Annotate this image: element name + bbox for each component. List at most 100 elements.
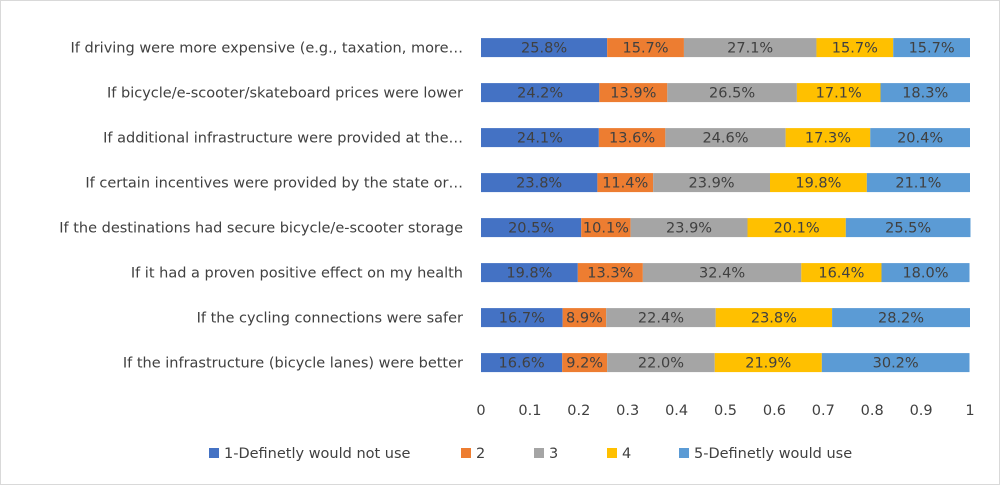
legend-swatch — [534, 448, 544, 458]
category-label: If bicycle/e-scooter/skateboard prices w… — [107, 86, 463, 102]
bar-segment — [577, 263, 643, 283]
bar-segment — [481, 83, 600, 103]
data-label: 18.0% — [902, 266, 948, 282]
data-label: 15.7% — [909, 41, 955, 57]
category-label: If the cycling connections were safer — [197, 311, 463, 327]
data-label: 13.9% — [610, 86, 656, 102]
bar-segment — [714, 353, 822, 373]
data-label: 20.4% — [897, 131, 943, 147]
bar-segment — [642, 263, 802, 283]
bar-segment — [630, 218, 748, 238]
bar-segment — [893, 38, 970, 58]
bar-segment — [562, 353, 608, 373]
bar-segment — [785, 128, 871, 148]
bar-segment — [715, 308, 833, 328]
bar-segment — [665, 128, 786, 148]
data-label: 32.4% — [699, 266, 745, 282]
data-label: 11.4% — [602, 176, 648, 192]
data-label: 23.8% — [516, 176, 562, 192]
data-label: 25.5% — [885, 221, 931, 237]
x-tick-label: 0.2 — [567, 403, 590, 419]
legend-label: 4 — [622, 446, 631, 462]
bar-segment — [607, 353, 715, 373]
x-axis-ticks: 0 0.1 0.2 0.3 0.4 0.5 0.6 0.7 0.8 0.9 1 — [476, 403, 974, 419]
data-label: 30.2% — [873, 356, 919, 372]
data-label: 15.7% — [832, 41, 878, 57]
data-label: 23.9% — [666, 221, 712, 237]
data-label: 13.3% — [587, 266, 633, 282]
data-label: 10.1% — [583, 221, 629, 237]
category-label: If driving were more expensive (e.g., ta… — [71, 41, 463, 57]
bar-segment — [821, 353, 970, 373]
bar-segment — [481, 128, 599, 148]
bar-segment — [667, 83, 797, 103]
bar-segment — [481, 308, 563, 328]
data-label: 18.3% — [902, 86, 948, 102]
bar-segment — [606, 308, 716, 328]
legend-label: 2 — [476, 446, 485, 462]
bar-segment — [832, 308, 970, 328]
bar-segment — [683, 38, 817, 58]
bar-segment — [481, 353, 563, 373]
x-tick-label: 0.5 — [714, 403, 737, 419]
x-tick-label: 0.1 — [518, 403, 541, 419]
data-label: 23.9% — [689, 176, 735, 192]
data-label: 23.8% — [751, 311, 797, 327]
data-label: 16.7% — [499, 311, 545, 327]
bar-segment — [481, 38, 608, 58]
bar-segment — [801, 263, 882, 283]
legend-swatch — [461, 448, 471, 458]
bar-segment — [866, 173, 970, 193]
data-label: 21.1% — [895, 176, 941, 192]
legend: 1-Definetly would not use 2 3 4 5-Definetly … — [209, 446, 852, 462]
x-tick-label: 0 — [476, 403, 485, 419]
bar-segment — [597, 173, 654, 193]
data-label: 19.8% — [795, 176, 841, 192]
bar-segment — [598, 128, 666, 148]
data-label: 28.2% — [878, 311, 924, 327]
x-tick-label: 1 — [965, 403, 974, 419]
data-label: 25.8% — [521, 41, 567, 57]
legend-swatch — [679, 448, 689, 458]
x-tick-label: 0.9 — [910, 403, 933, 419]
bar-segment — [845, 218, 971, 238]
data-label: 13.6% — [609, 131, 655, 147]
bar-segment — [880, 83, 970, 103]
bar-segment — [562, 308, 607, 328]
category-label: If the infrastructure (bicycle lanes) we… — [123, 356, 463, 372]
bar-segment — [653, 173, 770, 193]
bar-segment — [481, 263, 578, 283]
data-label: 24.1% — [517, 131, 563, 147]
data-label: 19.8% — [506, 266, 552, 282]
data-label: 22.0% — [638, 356, 684, 372]
legend-label: 5-Definetly would use — [694, 446, 852, 462]
bar-segment — [599, 83, 668, 103]
bar-segment — [481, 173, 598, 193]
x-tick-label: 0.4 — [665, 403, 688, 419]
category-label: If additional infrastructure were provid… — [103, 131, 463, 147]
data-label: 17.3% — [805, 131, 851, 147]
category-label: If certain incentives were provided by t… — [85, 176, 463, 192]
x-tick-label: 0.8 — [861, 403, 884, 419]
data-label: 8.9% — [566, 311, 603, 327]
bar-segment — [769, 173, 867, 193]
bar-segment — [581, 218, 631, 238]
data-label: 20.5% — [508, 221, 554, 237]
x-tick-label: 0.7 — [812, 403, 835, 419]
data-label: 16.4% — [818, 266, 864, 282]
data-label: 9.2% — [566, 356, 603, 372]
legend-swatch — [209, 448, 219, 458]
bar-segment — [870, 128, 970, 148]
x-tick-label: 0.3 — [616, 403, 639, 419]
bar-segment — [747, 218, 846, 238]
data-label: 20.1% — [774, 221, 820, 237]
legend-label: 1-Definetly would not use — [224, 446, 411, 462]
data-label: 16.6% — [499, 356, 545, 372]
bar-segment — [796, 83, 881, 103]
data-label: 24.6% — [702, 131, 748, 147]
legend-label: 3 — [549, 446, 558, 462]
bar-segment — [607, 38, 684, 58]
data-label: 21.9% — [745, 356, 791, 372]
data-label: 15.7% — [623, 41, 669, 57]
